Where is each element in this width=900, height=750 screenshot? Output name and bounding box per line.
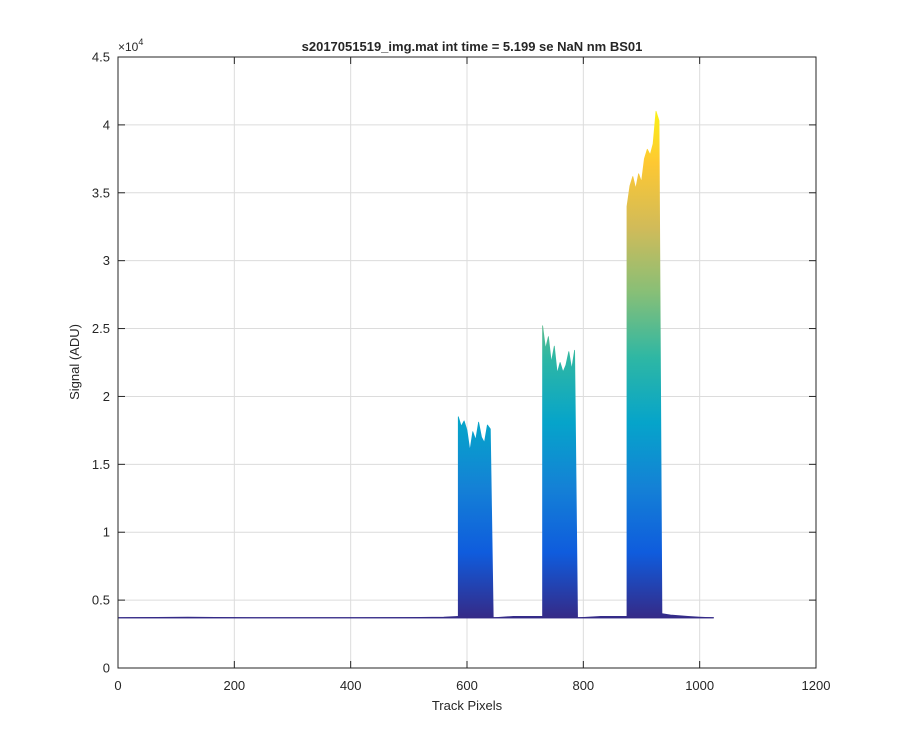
x-axis: 0 200 400 600 800 1000 1200 [114, 57, 830, 693]
y-axis-label: Signal (ADU) [67, 324, 82, 400]
y-tick-label: 3 [103, 253, 110, 268]
x-tick-label: 0 [114, 678, 121, 693]
y-exponent-power: 4 [138, 37, 143, 47]
x-tick-label: 200 [223, 678, 245, 693]
x-tick-label: 1000 [685, 678, 714, 693]
y-tick-label: 1 [103, 525, 110, 540]
y-tick-label: 4 [103, 117, 110, 132]
y-tick-label: 1.5 [92, 457, 110, 472]
signal-segment [457, 416, 494, 619]
y-exponent-label: ×104 [118, 37, 143, 54]
chart-title: s2017051519_img.mat int time = 5.199 se … [302, 39, 643, 54]
signal-segment [542, 325, 578, 619]
x-axis-label: Track Pixels [432, 698, 503, 713]
y-tick-label: 3.5 [92, 185, 110, 200]
plot-area: 0 200 400 600 800 1000 1200 0 0.5 1 1.5 2 2.5 3 3.5 4 4… [92, 50, 831, 694]
signal-segment [626, 110, 663, 619]
x-tick-label: 600 [456, 678, 478, 693]
y-tick-label: 2 [103, 389, 110, 404]
x-tick-label: 400 [340, 678, 362, 693]
y-tick-label: 0 [103, 661, 110, 676]
y-axis: 0 0.5 1 1.5 2 2.5 3 3.5 4 4.5 [92, 50, 816, 676]
y-tick-label: 0.5 [92, 593, 110, 608]
x-tick-label: 800 [572, 678, 594, 693]
x-tick-label: 1200 [802, 678, 831, 693]
y-exponent-base: ×10 [118, 40, 139, 54]
y-tick-label: 2.5 [92, 321, 110, 336]
signal-area [117, 110, 714, 619]
y-tick-label: 4.5 [92, 50, 110, 65]
